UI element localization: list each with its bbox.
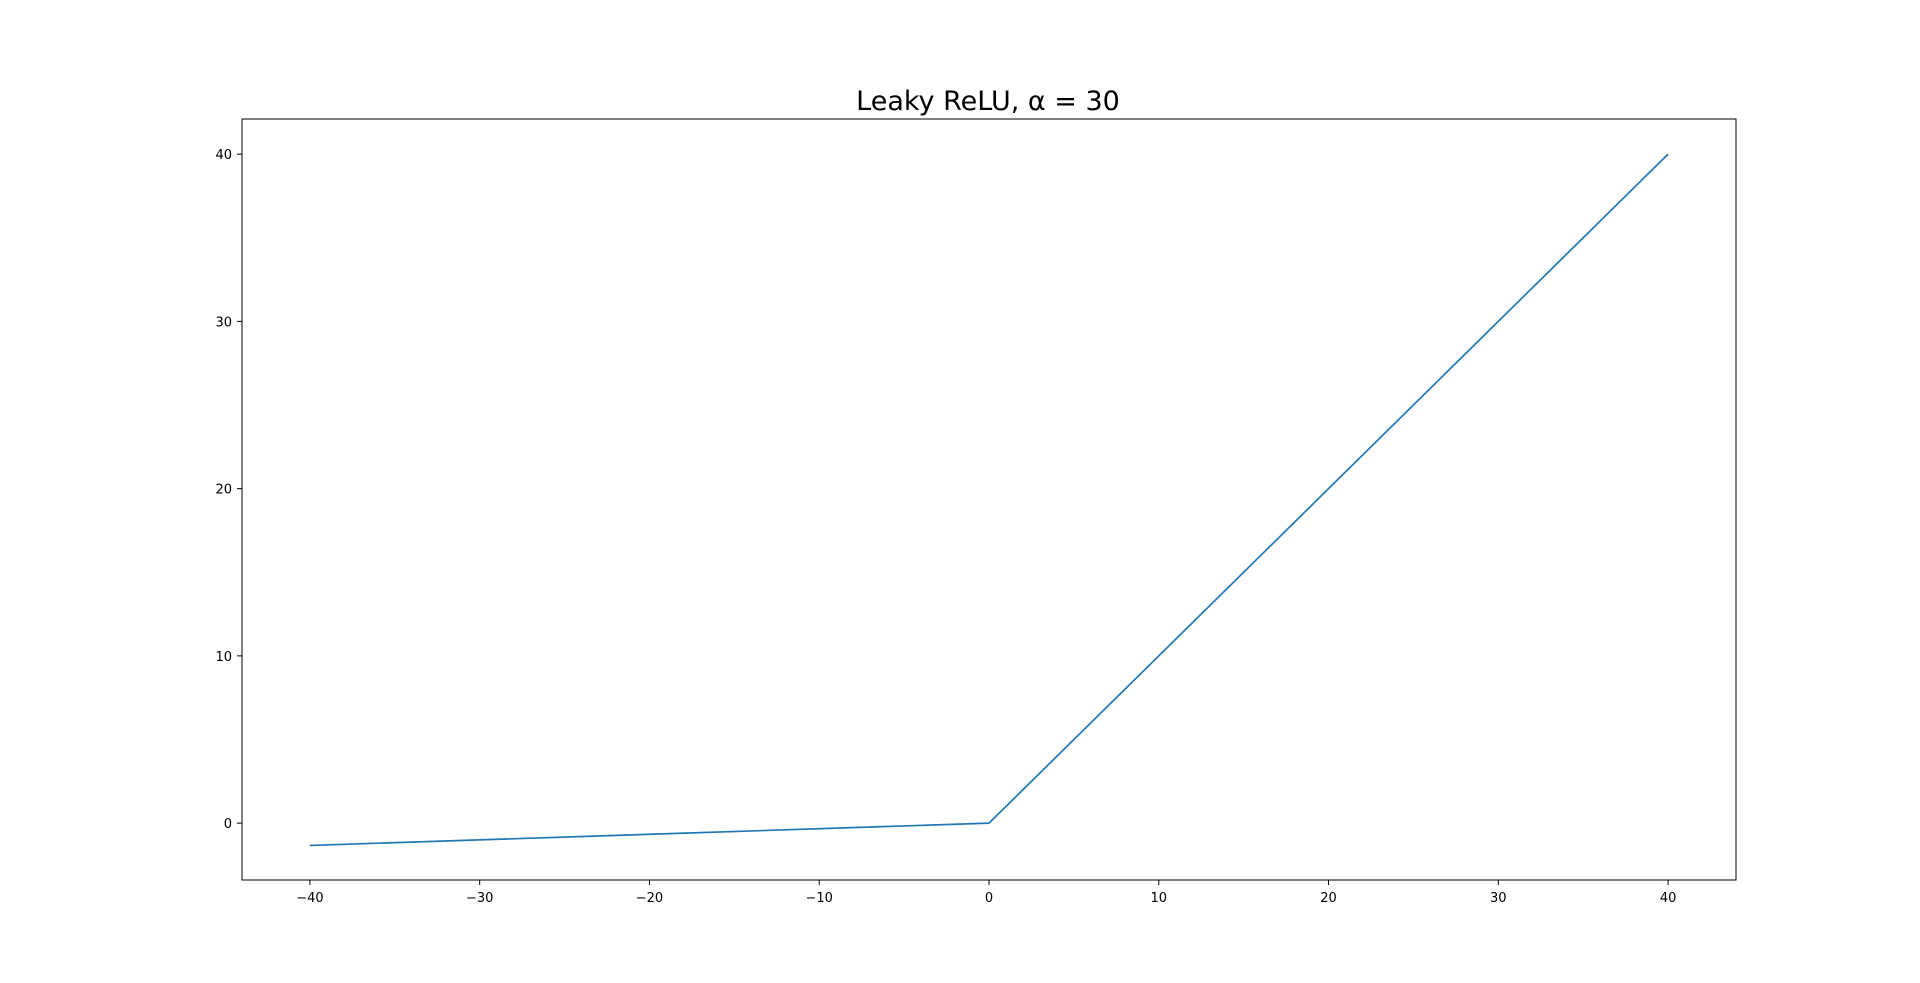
axes-frame bbox=[241, 118, 1737, 881]
y-tick-label: 0 bbox=[224, 817, 232, 832]
x-tick-label: 20 bbox=[1320, 891, 1337, 906]
y-tick-label: 10 bbox=[215, 650, 232, 665]
series-line-0 bbox=[309, 153, 1669, 847]
chart-title: Leaky ReLU, α = 30 bbox=[856, 86, 1120, 117]
x-tick-label: −10 bbox=[806, 891, 833, 906]
series-layer bbox=[309, 153, 1669, 847]
plot-area bbox=[241, 118, 1737, 881]
x-tick-label: 10 bbox=[1150, 891, 1167, 906]
x-tick-label: 30 bbox=[1490, 891, 1507, 906]
x-tick-label: −40 bbox=[296, 891, 323, 906]
y-tick-label: 20 bbox=[215, 483, 232, 498]
x-tick-label: −20 bbox=[636, 891, 663, 906]
x-axis: −40 −30 −20 −10 0 10 20 30 40 bbox=[296, 880, 1676, 906]
y-tick-label: 30 bbox=[215, 315, 232, 330]
x-tick-label: 0 bbox=[985, 891, 993, 906]
y-tick-label: 40 bbox=[215, 148, 232, 163]
x-tick-label: 40 bbox=[1660, 891, 1677, 906]
x-tick-label: −30 bbox=[466, 891, 493, 906]
y-axis: 0 10 20 30 40 bbox=[215, 148, 242, 832]
